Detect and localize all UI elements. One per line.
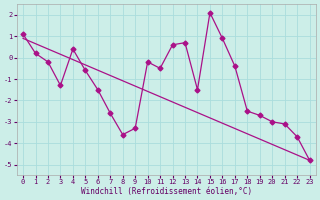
X-axis label: Windchill (Refroidissement éolien,°C): Windchill (Refroidissement éolien,°C) [81,187,252,196]
